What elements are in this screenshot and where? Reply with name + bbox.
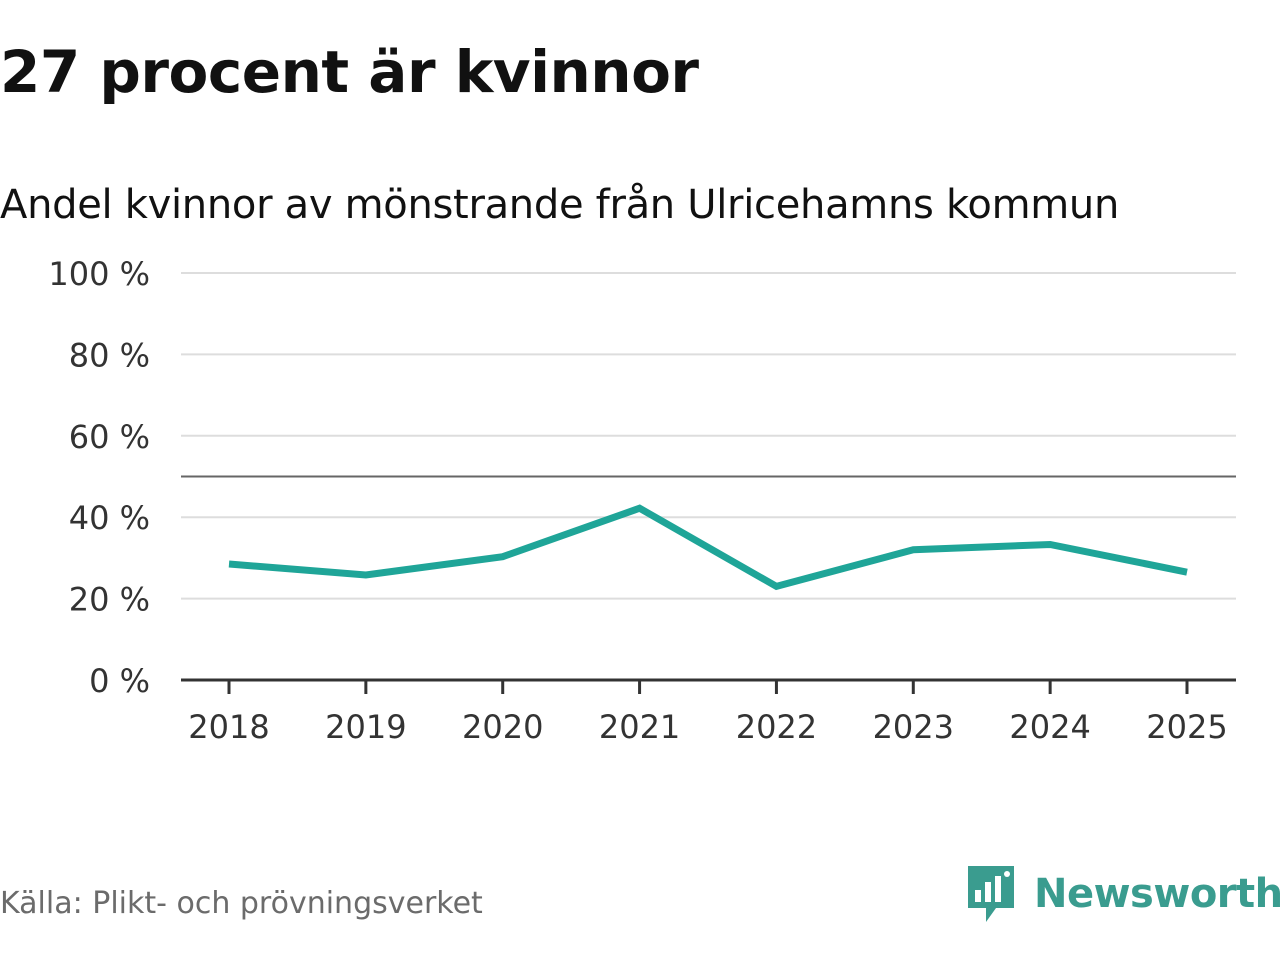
chart-subtitle: Andel kvinnor av mönstrande från Ulriceh… bbox=[0, 182, 1119, 228]
x-tick-label: 2020 bbox=[462, 708, 543, 746]
y-tick-label: 60 % bbox=[69, 418, 150, 456]
y-tick-label: 0 % bbox=[89, 662, 150, 700]
x-tick-label: 2024 bbox=[1009, 708, 1090, 746]
x-tick-label: 2023 bbox=[873, 708, 954, 746]
y-tick-label: 80 % bbox=[69, 336, 150, 374]
newsworthy-logo-icon bbox=[968, 866, 1014, 922]
y-tick-label: 100 % bbox=[48, 255, 150, 293]
x-tick-label: 2025 bbox=[1146, 708, 1227, 746]
y-tick-label: 20 % bbox=[69, 581, 150, 619]
y-tick-label: 40 % bbox=[69, 499, 150, 537]
brand-name: Newsworthy bbox=[1034, 871, 1280, 917]
series-group bbox=[228, 504, 1188, 591]
gridlines bbox=[181, 272, 1236, 600]
series-line-0 bbox=[228, 504, 1188, 591]
source-note: Källa: Plikt- och prövningsverket bbox=[0, 886, 483, 921]
chart-title: 27 procent är kvinnor bbox=[0, 38, 699, 106]
y-tick-labels: 0 % 20 % 40 % 60 % 80 % 100 % bbox=[48, 255, 150, 700]
x-tick-label: 2022 bbox=[736, 708, 817, 746]
x-axis bbox=[181, 678, 1236, 694]
x-tick-labels: 2018 2019 2020 2021 2022 2023 2024 2025 bbox=[188, 708, 1227, 746]
x-tick-label: 2018 bbox=[188, 708, 269, 746]
x-tick-label: 2021 bbox=[599, 708, 680, 746]
x-tick-label: 2019 bbox=[325, 708, 406, 746]
brand-logo[interactable]: Newsworthy bbox=[966, 864, 1280, 924]
